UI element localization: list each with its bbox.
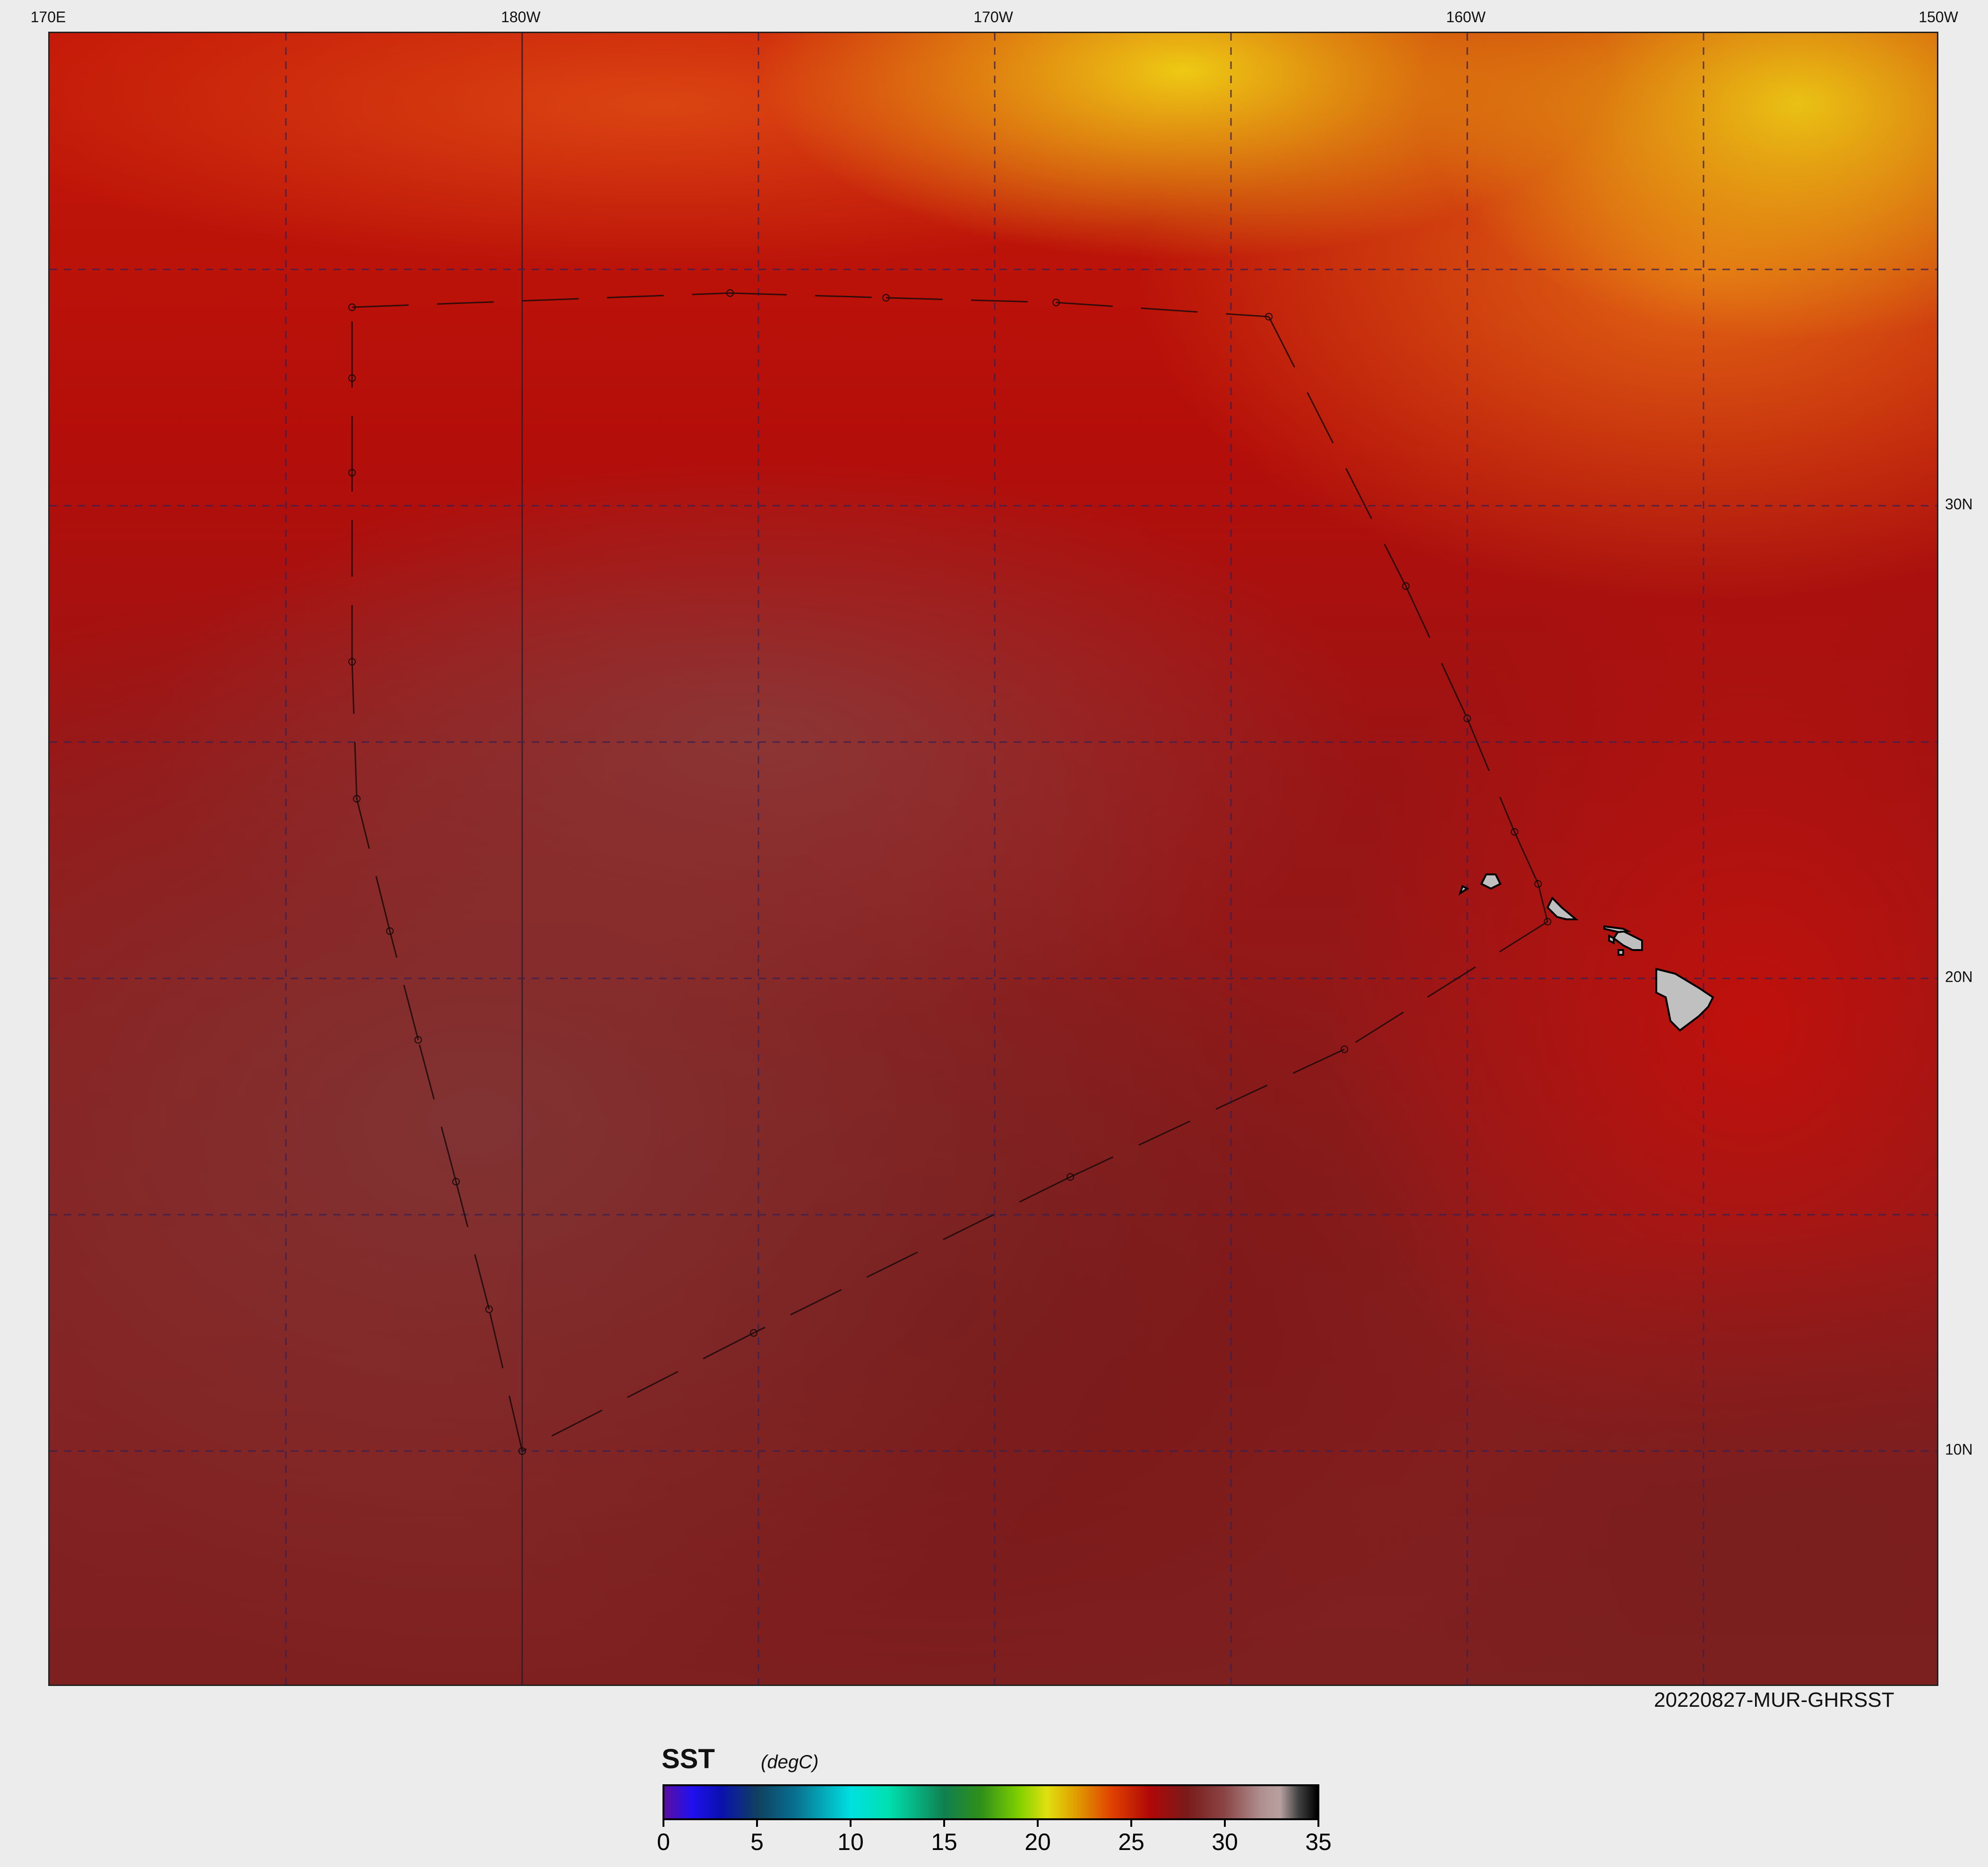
track-segment [417,1039,457,1182]
track-segment [352,292,731,308]
track-waypoint [518,1447,526,1455]
island [1612,930,1643,951]
track-waypoint [485,1305,493,1313]
track-waypoint [452,1178,460,1185]
colorbar-tick [1317,1820,1319,1827]
latitude-label: 30N [1945,495,1973,513]
longitude-label: 160W [1446,9,1486,26]
track-segment [1514,831,1539,884]
track-waypoint [726,289,734,297]
track-waypoint [348,469,356,476]
island [1546,896,1579,920]
latitude-label: 20N [1945,968,1973,985]
colorbar-tick-label: 35 [1305,1829,1332,1855]
track-segment [1344,921,1548,1050]
track-waypoint [348,658,356,666]
product-label: 20220827-MUR-GHRSST [1654,1688,1894,1711]
track-waypoint [1265,313,1273,320]
colorbar-tick [663,1820,664,1827]
track-waypoint [1511,828,1518,836]
longitude-label: 180W [501,9,541,26]
colorbar-tick-label: 30 [1212,1829,1238,1855]
track-segment [1537,883,1549,922]
colorbar-tick-label: 5 [750,1829,764,1855]
track-waypoint [1544,918,1551,925]
colorbar [663,1784,1319,1820]
island [1480,873,1502,890]
track-waypoint [1341,1046,1348,1053]
track-waypoint [414,1036,422,1044]
longitude-label: 150W [1919,9,1958,26]
island [1458,885,1469,896]
track-segment [730,292,886,299]
track-segment [1405,586,1468,719]
longitude-label: 170E [30,9,66,26]
track-waypoint [1534,880,1542,888]
colorbar-tick-label: 10 [837,1829,864,1855]
track-segment [389,931,419,1040]
track-segment [1070,1048,1345,1178]
track-waypoint [882,294,890,302]
latitude-label: 10N [1945,1441,1973,1458]
island [1618,949,1624,956]
colorbar-tick-label: 0 [657,1829,670,1855]
track-waypoint [348,374,356,382]
island [1655,968,1714,1032]
track-segment [455,1181,490,1310]
colorbar-tick [1224,1820,1226,1827]
sst-map [48,32,1938,1686]
map-overlay [50,33,1937,1685]
track-waypoint [1067,1173,1074,1181]
island [1603,925,1632,934]
colorbar-units: (degC) [761,1752,819,1772]
track-segment [351,661,358,799]
track-waypoint [1402,582,1410,590]
track-segment [1466,718,1515,832]
track-segment [1056,302,1269,318]
track-waypoint [348,303,356,311]
island [1608,934,1615,945]
track-segment [753,1176,1071,1334]
track-segment [356,798,391,932]
track-waypoint [1052,299,1060,306]
track-segment [522,1332,754,1452]
colorbar-title: SST [662,1744,715,1774]
colorbar-tick [1037,1820,1039,1827]
longitude-label: 170W [973,9,1013,26]
colorbar-tick [1130,1820,1132,1827]
colorbar-tick [756,1820,758,1827]
colorbar-tick-label: 20 [1024,1829,1051,1855]
track-segment [886,297,1057,303]
track-waypoint [1463,715,1471,722]
colorbar-tick-label: 15 [931,1829,957,1855]
colorbar-tick [943,1820,945,1827]
track-waypoint [386,927,394,935]
track-segment [488,1309,523,1452]
track-waypoint [353,795,361,803]
track-segment [1268,316,1407,587]
track-waypoint [750,1329,757,1337]
colorbar-tick-label: 25 [1118,1829,1145,1855]
colorbar-tick [850,1820,852,1827]
